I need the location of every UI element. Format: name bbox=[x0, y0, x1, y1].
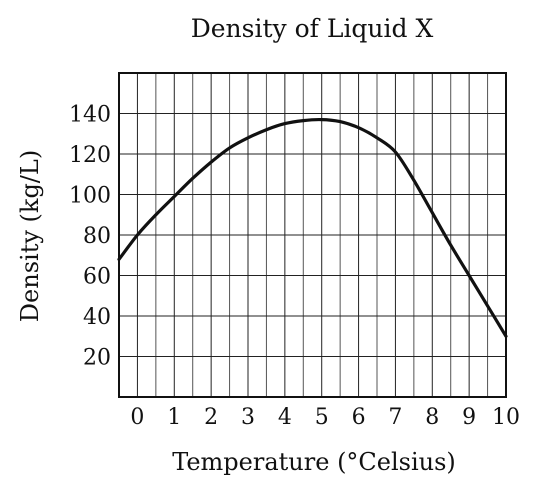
y-tick-label: 100 bbox=[69, 184, 111, 209]
x-tick-label: 9 bbox=[462, 405, 476, 430]
y-tick-label: 120 bbox=[69, 143, 111, 168]
x-tick-label: 8 bbox=[425, 405, 439, 430]
y-axis-tick-labels: 20 40 60 80 100 120 140 bbox=[69, 103, 111, 371]
x-tick-label: 1 bbox=[167, 405, 181, 430]
y-axis-label: Density (kg/L) bbox=[16, 150, 44, 322]
y-tick-label: 140 bbox=[69, 103, 111, 128]
y-tick-label: 60 bbox=[83, 265, 111, 290]
y-tick-label: 20 bbox=[83, 346, 111, 371]
y-tick-label: 40 bbox=[83, 305, 111, 330]
density-series-line bbox=[117, 117, 508, 338]
chart-title: Density of Liquid X bbox=[191, 14, 434, 43]
y-tick-label: 80 bbox=[83, 224, 111, 249]
x-tick-label: 10 bbox=[492, 405, 520, 430]
x-tick-label: 6 bbox=[352, 405, 366, 430]
x-tick-label: 5 bbox=[315, 405, 329, 430]
x-tick-label: 4 bbox=[278, 405, 292, 430]
x-tick-label: 3 bbox=[241, 405, 255, 430]
x-tick-label: 0 bbox=[130, 405, 144, 430]
x-axis-label: Temperature (°Celsius) bbox=[172, 448, 456, 476]
plot-frame bbox=[118, 72, 507, 398]
x-tick-label: 2 bbox=[204, 405, 218, 430]
grid bbox=[119, 72, 507, 397]
x-tick-label: 7 bbox=[388, 405, 402, 430]
x-axis-tick-labels: 0 1 2 3 4 5 6 7 8 9 10 bbox=[130, 405, 520, 430]
